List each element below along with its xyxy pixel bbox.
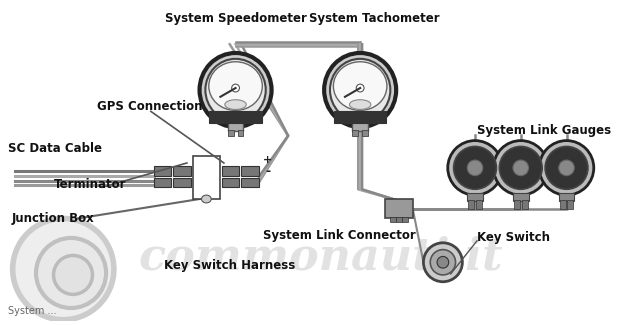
Text: GPS Connection: GPS Connection [97,100,203,113]
Circle shape [559,160,574,176]
Ellipse shape [202,195,211,203]
Bar [560,200,566,209]
Text: SC Data Cable: SC Data Cable [8,142,102,155]
Text: -: - [265,165,270,178]
Text: Key Switch Harness: Key Switch Harness [164,259,295,272]
Ellipse shape [324,53,396,127]
Circle shape [356,84,364,92]
Bar [390,217,396,222]
Bar [522,200,527,209]
Circle shape [493,141,548,195]
Bar [385,199,413,218]
Circle shape [448,141,502,195]
Ellipse shape [225,100,246,110]
Bar [402,217,408,222]
Bar [568,200,573,209]
Text: commonauti.it: commonauti.it [139,236,504,279]
Text: System Link Connector: System Link Connector [263,229,415,242]
Circle shape [430,250,456,275]
Circle shape [467,160,483,176]
Circle shape [499,147,542,189]
Bar [513,193,529,201]
Bar [222,166,239,176]
Text: System Link Gauges: System Link Gauges [477,124,611,137]
Bar [228,121,243,131]
Circle shape [437,256,449,268]
Text: System Speedometer: System Speedometer [164,12,307,25]
Bar [154,166,172,176]
Bar [467,193,483,201]
Bar [209,111,262,123]
Bar [514,200,520,209]
Circle shape [13,218,114,320]
Bar [353,121,368,131]
Text: Key Switch: Key Switch [477,231,550,244]
Bar [396,217,402,222]
Bar [237,130,243,136]
Bar [193,156,220,199]
Circle shape [36,238,106,308]
Circle shape [54,255,92,294]
Circle shape [232,84,239,92]
Bar [362,130,368,136]
Bar [173,177,191,187]
Circle shape [545,147,588,189]
Text: System ...: System ... [8,306,56,316]
Bar [241,166,259,176]
Bar [154,177,172,187]
Circle shape [513,160,529,176]
Text: Junction Box: Junction Box [12,212,95,225]
Circle shape [454,147,497,189]
Ellipse shape [205,59,266,121]
Ellipse shape [200,53,271,127]
Circle shape [540,141,594,195]
Text: Terminator: Terminator [54,178,126,191]
Ellipse shape [209,62,262,110]
Bar [559,193,574,201]
Bar [228,130,234,136]
Ellipse shape [349,100,371,110]
Ellipse shape [333,62,387,110]
Circle shape [424,243,462,282]
Text: System Tachometer: System Tachometer [310,12,440,25]
Text: +: + [263,155,272,165]
Bar [353,130,358,136]
Bar [222,177,239,187]
Bar [241,177,259,187]
Bar [173,166,191,176]
Bar [468,200,474,209]
Bar [334,111,387,123]
Ellipse shape [330,59,390,121]
Bar [476,200,482,209]
